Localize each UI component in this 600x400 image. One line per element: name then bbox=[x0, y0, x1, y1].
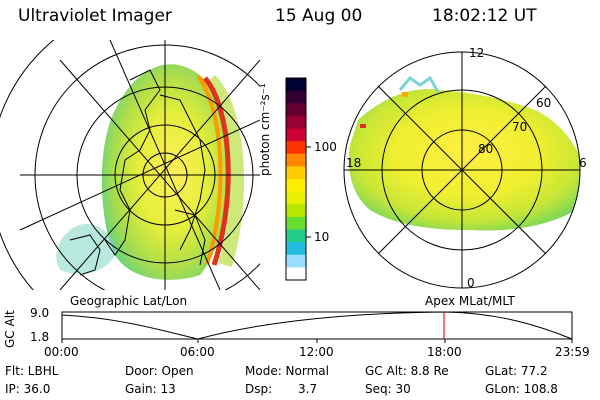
mlt-label-12: 12 bbox=[469, 46, 485, 60]
lat-label-80: 80 bbox=[478, 142, 494, 156]
auroral-emission-left bbox=[101, 64, 231, 280]
alt-xtick-2: 12:00 bbox=[299, 345, 334, 359]
colorbar-segment bbox=[286, 103, 306, 117]
altitude-curve bbox=[61, 311, 573, 340]
colorbar-segment bbox=[286, 229, 306, 243]
status-gain: Gain: 13 bbox=[125, 382, 176, 396]
status-door: Door: Open bbox=[125, 364, 194, 378]
colorbar-segment bbox=[286, 153, 306, 167]
alt-ytick-bottom: 1.8 bbox=[30, 330, 50, 344]
colorbar-segment bbox=[286, 141, 306, 155]
alt-xtick-0: 00:00 bbox=[44, 345, 79, 359]
right-panel-caption: Apex MLat/MLT bbox=[425, 294, 515, 308]
status-seq: Seq: 30 bbox=[365, 382, 411, 396]
mlt-label-6: 6 bbox=[579, 156, 587, 170]
mlt-label-18: 18 bbox=[346, 156, 362, 170]
mlt-label-0: 0 bbox=[467, 276, 475, 290]
alt-ylabel: GC Alt bbox=[3, 310, 17, 348]
colorbar-unit-label: photon cm⁻²s⁻¹ bbox=[258, 83, 272, 176]
alt-xtick-4: 23:59 bbox=[555, 345, 590, 359]
left-panel-caption: Geographic Lat/Lon bbox=[70, 294, 188, 308]
colorbar-segment bbox=[286, 216, 306, 231]
colorbar-segment bbox=[286, 90, 306, 104]
colorbar-segment bbox=[286, 267, 306, 281]
apex-polar-plot bbox=[343, 51, 581, 289]
alt-xtick-3: 18:00 bbox=[427, 345, 462, 359]
status-filter: Flt: LBHL bbox=[5, 364, 59, 378]
alt-xtick-1: 06:00 bbox=[180, 345, 215, 359]
colorbar-segment bbox=[286, 179, 306, 193]
status-glon: GLon: 108.8 bbox=[485, 382, 558, 396]
colorbar-tick-10: 10 bbox=[314, 230, 330, 244]
auroral-arc-red bbox=[203, 76, 231, 266]
alt-ytick-top: 9.0 bbox=[30, 306, 50, 320]
date-label: 15 Aug 00 bbox=[275, 6, 363, 26]
colorbar bbox=[286, 78, 306, 281]
altitude-chart bbox=[61, 311, 573, 343]
colorbar-tick-100: 100 bbox=[314, 140, 337, 154]
time-label: 18:02:12 UT bbox=[432, 6, 537, 26]
geographic-map bbox=[0, 40, 260, 290]
status-dsp-label: Dsp: bbox=[245, 382, 273, 396]
colorbar-segment bbox=[286, 242, 306, 256]
colorbar-segment bbox=[286, 191, 306, 205]
lat-label-60: 60 bbox=[536, 96, 552, 110]
status-gc-alt: GC Alt: 8.8 Re bbox=[365, 364, 449, 378]
instrument-title: Ultraviolet Imager bbox=[18, 6, 172, 26]
colorbar-segment bbox=[286, 254, 306, 268]
status-ip: IP: 36.0 bbox=[5, 382, 51, 396]
status-mode: Mode: Normal bbox=[245, 364, 329, 378]
colorbar-segment bbox=[286, 204, 306, 218]
status-dsp-value: 3.7 bbox=[298, 382, 318, 396]
colorbar-segment bbox=[286, 128, 306, 142]
colorbar-segment bbox=[286, 115, 306, 130]
colorbar-segment bbox=[286, 78, 306, 92]
status-glat: GLat: 77.2 bbox=[485, 364, 548, 378]
colorbar-segment bbox=[286, 166, 306, 180]
lat-label-70: 70 bbox=[512, 120, 528, 134]
